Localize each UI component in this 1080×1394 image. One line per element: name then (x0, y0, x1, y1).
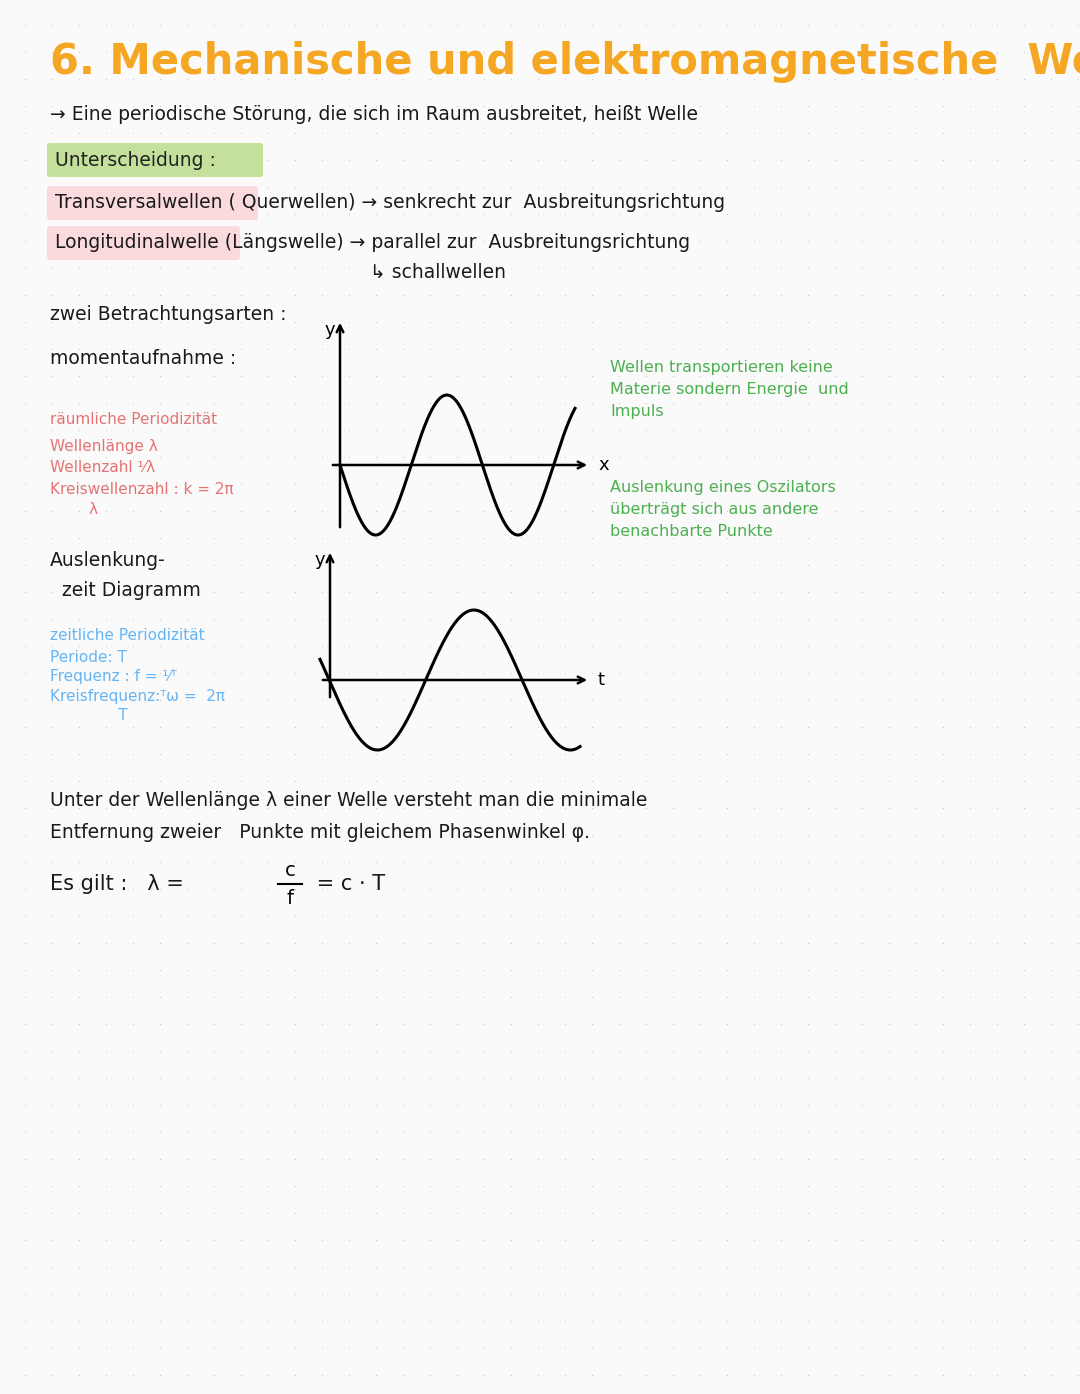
Text: Unterscheidung :: Unterscheidung : (55, 151, 216, 170)
Text: zeit Diagramm: zeit Diagramm (50, 580, 201, 599)
Text: Kreisfrequenz:ᵀω =  2π: Kreisfrequenz:ᵀω = 2π (50, 689, 225, 704)
Text: Auslenkung eines Oszilators
überträgt sich aus andere
benachbarte Punkte: Auslenkung eines Oszilators überträgt si… (610, 480, 836, 539)
Text: Auslenkung-: Auslenkung- (50, 551, 165, 570)
Text: → Eine periodische Störung, die sich im Raum ausbreitet, heißt Welle: → Eine periodische Störung, die sich im … (50, 106, 698, 124)
Text: Unter der Wellenlänge λ einer Welle versteht man die minimale: Unter der Wellenlänge λ einer Welle vers… (50, 790, 647, 810)
FancyBboxPatch shape (48, 226, 240, 261)
Text: x: x (598, 456, 609, 474)
Text: Frequenz : f = ¹⁄ᵀ: Frequenz : f = ¹⁄ᵀ (50, 669, 177, 683)
Text: Wellenlänge λ: Wellenlänge λ (50, 439, 158, 453)
Text: Kreiswellenzahl : k = 2π: Kreiswellenzahl : k = 2π (50, 482, 233, 498)
Text: räumliche Periodizität: räumliche Periodizität (50, 413, 217, 428)
Text: y: y (324, 321, 335, 339)
Text: Transversalwellen ( Querwellen) → senkrecht zur  Ausbreitungsrichtung: Transversalwellen ( Querwellen) → senkre… (55, 194, 725, 212)
FancyBboxPatch shape (48, 185, 258, 220)
Text: momentaufnahme :: momentaufnahme : (50, 348, 237, 368)
Text: 6. Mechanische und elektromagnetische  Welle: 6. Mechanische und elektromagnetische We… (50, 40, 1080, 84)
Text: ↳ schallwellen: ↳ schallwellen (370, 262, 507, 282)
Text: c: c (285, 861, 295, 881)
Text: λ: λ (50, 502, 98, 517)
FancyBboxPatch shape (48, 144, 264, 177)
Text: zeitliche Periodizität: zeitliche Periodizität (50, 627, 204, 643)
Text: t: t (598, 671, 605, 689)
Text: f: f (286, 889, 294, 909)
Text: Wellenzahl ¹⁄λ: Wellenzahl ¹⁄λ (50, 460, 156, 475)
Text: Periode: T: Periode: T (50, 650, 126, 665)
Text: Wellen transportieren keine
Materie sondern Energie  und
Impuls: Wellen transportieren keine Materie sond… (610, 360, 849, 420)
Text: Entfernung zweier   Punkte mit gleichem Phasenwinkel φ.: Entfernung zweier Punkte mit gleichem Ph… (50, 822, 590, 842)
Text: T: T (50, 708, 127, 723)
Text: y: y (314, 551, 325, 569)
Text: = c · T: = c · T (310, 874, 386, 894)
Text: Longitudinalwelle (Längswelle) → parallel zur  Ausbreitungsrichtung: Longitudinalwelle (Längswelle) → paralle… (55, 234, 690, 252)
Text: zwei Betrachtungsarten :: zwei Betrachtungsarten : (50, 305, 286, 325)
Text: Es gilt :   λ =: Es gilt : λ = (50, 874, 190, 894)
